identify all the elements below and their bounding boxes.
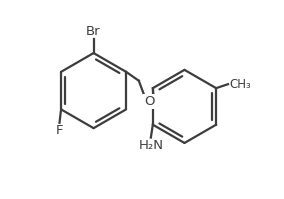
Text: CH₃: CH₃ <box>229 78 251 91</box>
Text: H₂N: H₂N <box>138 139 163 152</box>
Text: O: O <box>144 95 155 108</box>
Text: Br: Br <box>85 25 100 38</box>
Text: O: O <box>144 95 155 108</box>
Text: F: F <box>56 124 63 137</box>
